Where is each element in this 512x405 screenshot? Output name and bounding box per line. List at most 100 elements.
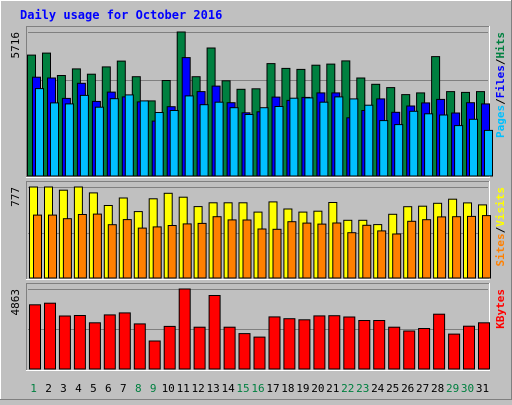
x-tick-label: 2 [45, 382, 52, 395]
x-tick-label: 5 [90, 382, 97, 395]
bar-kbytes-22 [343, 316, 356, 370]
x-tick-label: 23 [356, 382, 369, 395]
x-tick-label: 10 [162, 382, 175, 395]
bar-sites-2 [48, 214, 57, 279]
bar-sites-11 [182, 223, 192, 279]
legend: Sites/Visits [494, 187, 507, 267]
bar-sites-14 [227, 219, 237, 279]
bar-sites-25 [392, 233, 402, 279]
x-tick-label: 8 [135, 382, 142, 395]
series-sites [33, 213, 491, 279]
bar-kbytes-31 [478, 322, 490, 370]
x-tick-label: 3 [60, 382, 67, 395]
bar-pages-18 [289, 97, 299, 177]
bar-kbytes-6 [103, 314, 116, 370]
bar-kbytes-24 [373, 320, 386, 370]
bar-kbytes-7 [118, 312, 131, 370]
y-max-label: 777 [9, 187, 22, 207]
bar-kbytes-9 [148, 340, 161, 370]
bar-sites-26 [407, 220, 417, 279]
bar-pages-9 [154, 112, 164, 177]
x-tick-label: 17 [266, 382, 279, 395]
bar-kbytes-23 [358, 320, 371, 370]
bar-pages-2 [50, 102, 59, 177]
bar-kbytes-4 [73, 315, 86, 370]
bar-kbytes-1 [29, 304, 41, 370]
bar-kbytes-14 [223, 326, 236, 370]
bar-pages-17 [274, 106, 284, 177]
bar-kbytes-29 [448, 333, 461, 370]
x-tick-label: 31 [476, 382, 489, 395]
bar-kbytes-26 [403, 330, 416, 370]
bar-sites-1 [33, 214, 42, 279]
bar-sites-23 [362, 224, 372, 279]
bar-sites-3 [62, 218, 72, 279]
bar-kbytes-8 [133, 323, 146, 370]
bar-pages-25 [394, 124, 404, 177]
x-tick-label: 29 [446, 382, 459, 395]
x-tick-label: 19 [296, 382, 309, 395]
bar-kbytes-25 [388, 326, 401, 370]
x-tick-label: 9 [150, 382, 157, 395]
bar-kbytes-2 [44, 302, 56, 370]
bar-pages-26 [409, 110, 419, 177]
x-tick-label: 12 [191, 382, 204, 395]
bar-kbytes-20 [313, 315, 326, 370]
bar-sites-12 [197, 222, 207, 279]
bar-kbytes-15 [238, 333, 251, 370]
bar-sites-8 [137, 227, 147, 279]
bar-sites-20 [317, 223, 327, 279]
bar-pages-5 [94, 106, 104, 177]
bar-sites-13 [212, 216, 222, 279]
bar-kbytes-30 [463, 325, 475, 370]
series-pages [35, 88, 493, 177]
x-tick-label: 22 [341, 382, 354, 395]
bar-sites-17 [272, 228, 282, 279]
x-tick-label: 25 [386, 382, 399, 395]
bar-pages-28 [439, 114, 449, 177]
bar-sites-30 [467, 215, 476, 279]
bar-sites-22 [347, 232, 357, 279]
bar-kbytes-18 [283, 318, 296, 370]
x-tick-label: 28 [431, 382, 444, 395]
bar-sites-24 [377, 230, 387, 279]
bar-pages-13 [214, 101, 224, 177]
bar-sites-6 [107, 224, 117, 279]
bar-kbytes-12 [193, 326, 206, 370]
bar-pages-31 [484, 129, 493, 177]
bar-pages-19 [304, 97, 314, 177]
bar-sites-19 [302, 222, 312, 279]
bar-kbytes-27 [418, 328, 431, 370]
x-tick-label: 24 [371, 382, 385, 395]
bar-sites-27 [422, 219, 432, 279]
legend: KBytes [494, 289, 507, 329]
bar-kbytes-10 [163, 325, 176, 370]
bar-kbytes-16 [253, 336, 266, 370]
bar-pages-12 [199, 104, 209, 177]
bar-kbytes-3 [58, 315, 71, 370]
bar-sites-21 [332, 222, 342, 279]
x-tick-label: 21 [326, 382, 339, 395]
y-max-label: 5716 [9, 32, 22, 59]
bar-pages-24 [379, 120, 389, 177]
bar-kbytes-19 [298, 319, 311, 370]
chart-title: Daily usage for October 2016 [20, 8, 222, 22]
bar-pages-3 [64, 103, 74, 177]
panel-3: 4863 KBytes [9, 283, 507, 371]
bar-sites-5 [92, 213, 102, 279]
bar-pages-16 [259, 107, 269, 177]
bar-pages-8 [139, 100, 149, 177]
x-tick-label: 6 [105, 382, 112, 395]
x-tick-label: 18 [281, 382, 294, 395]
legend: Pages/Files/Hits [494, 32, 507, 138]
bar-sites-4 [77, 214, 87, 279]
bar-pages-15 [244, 114, 254, 177]
bar-sites-28 [437, 216, 447, 279]
bar-pages-23 [364, 104, 374, 177]
y-max-label: 4863 [9, 289, 22, 316]
x-tick-label: 26 [401, 382, 414, 395]
bar-pages-29 [454, 125, 464, 177]
bar-kbytes-28 [433, 313, 446, 370]
